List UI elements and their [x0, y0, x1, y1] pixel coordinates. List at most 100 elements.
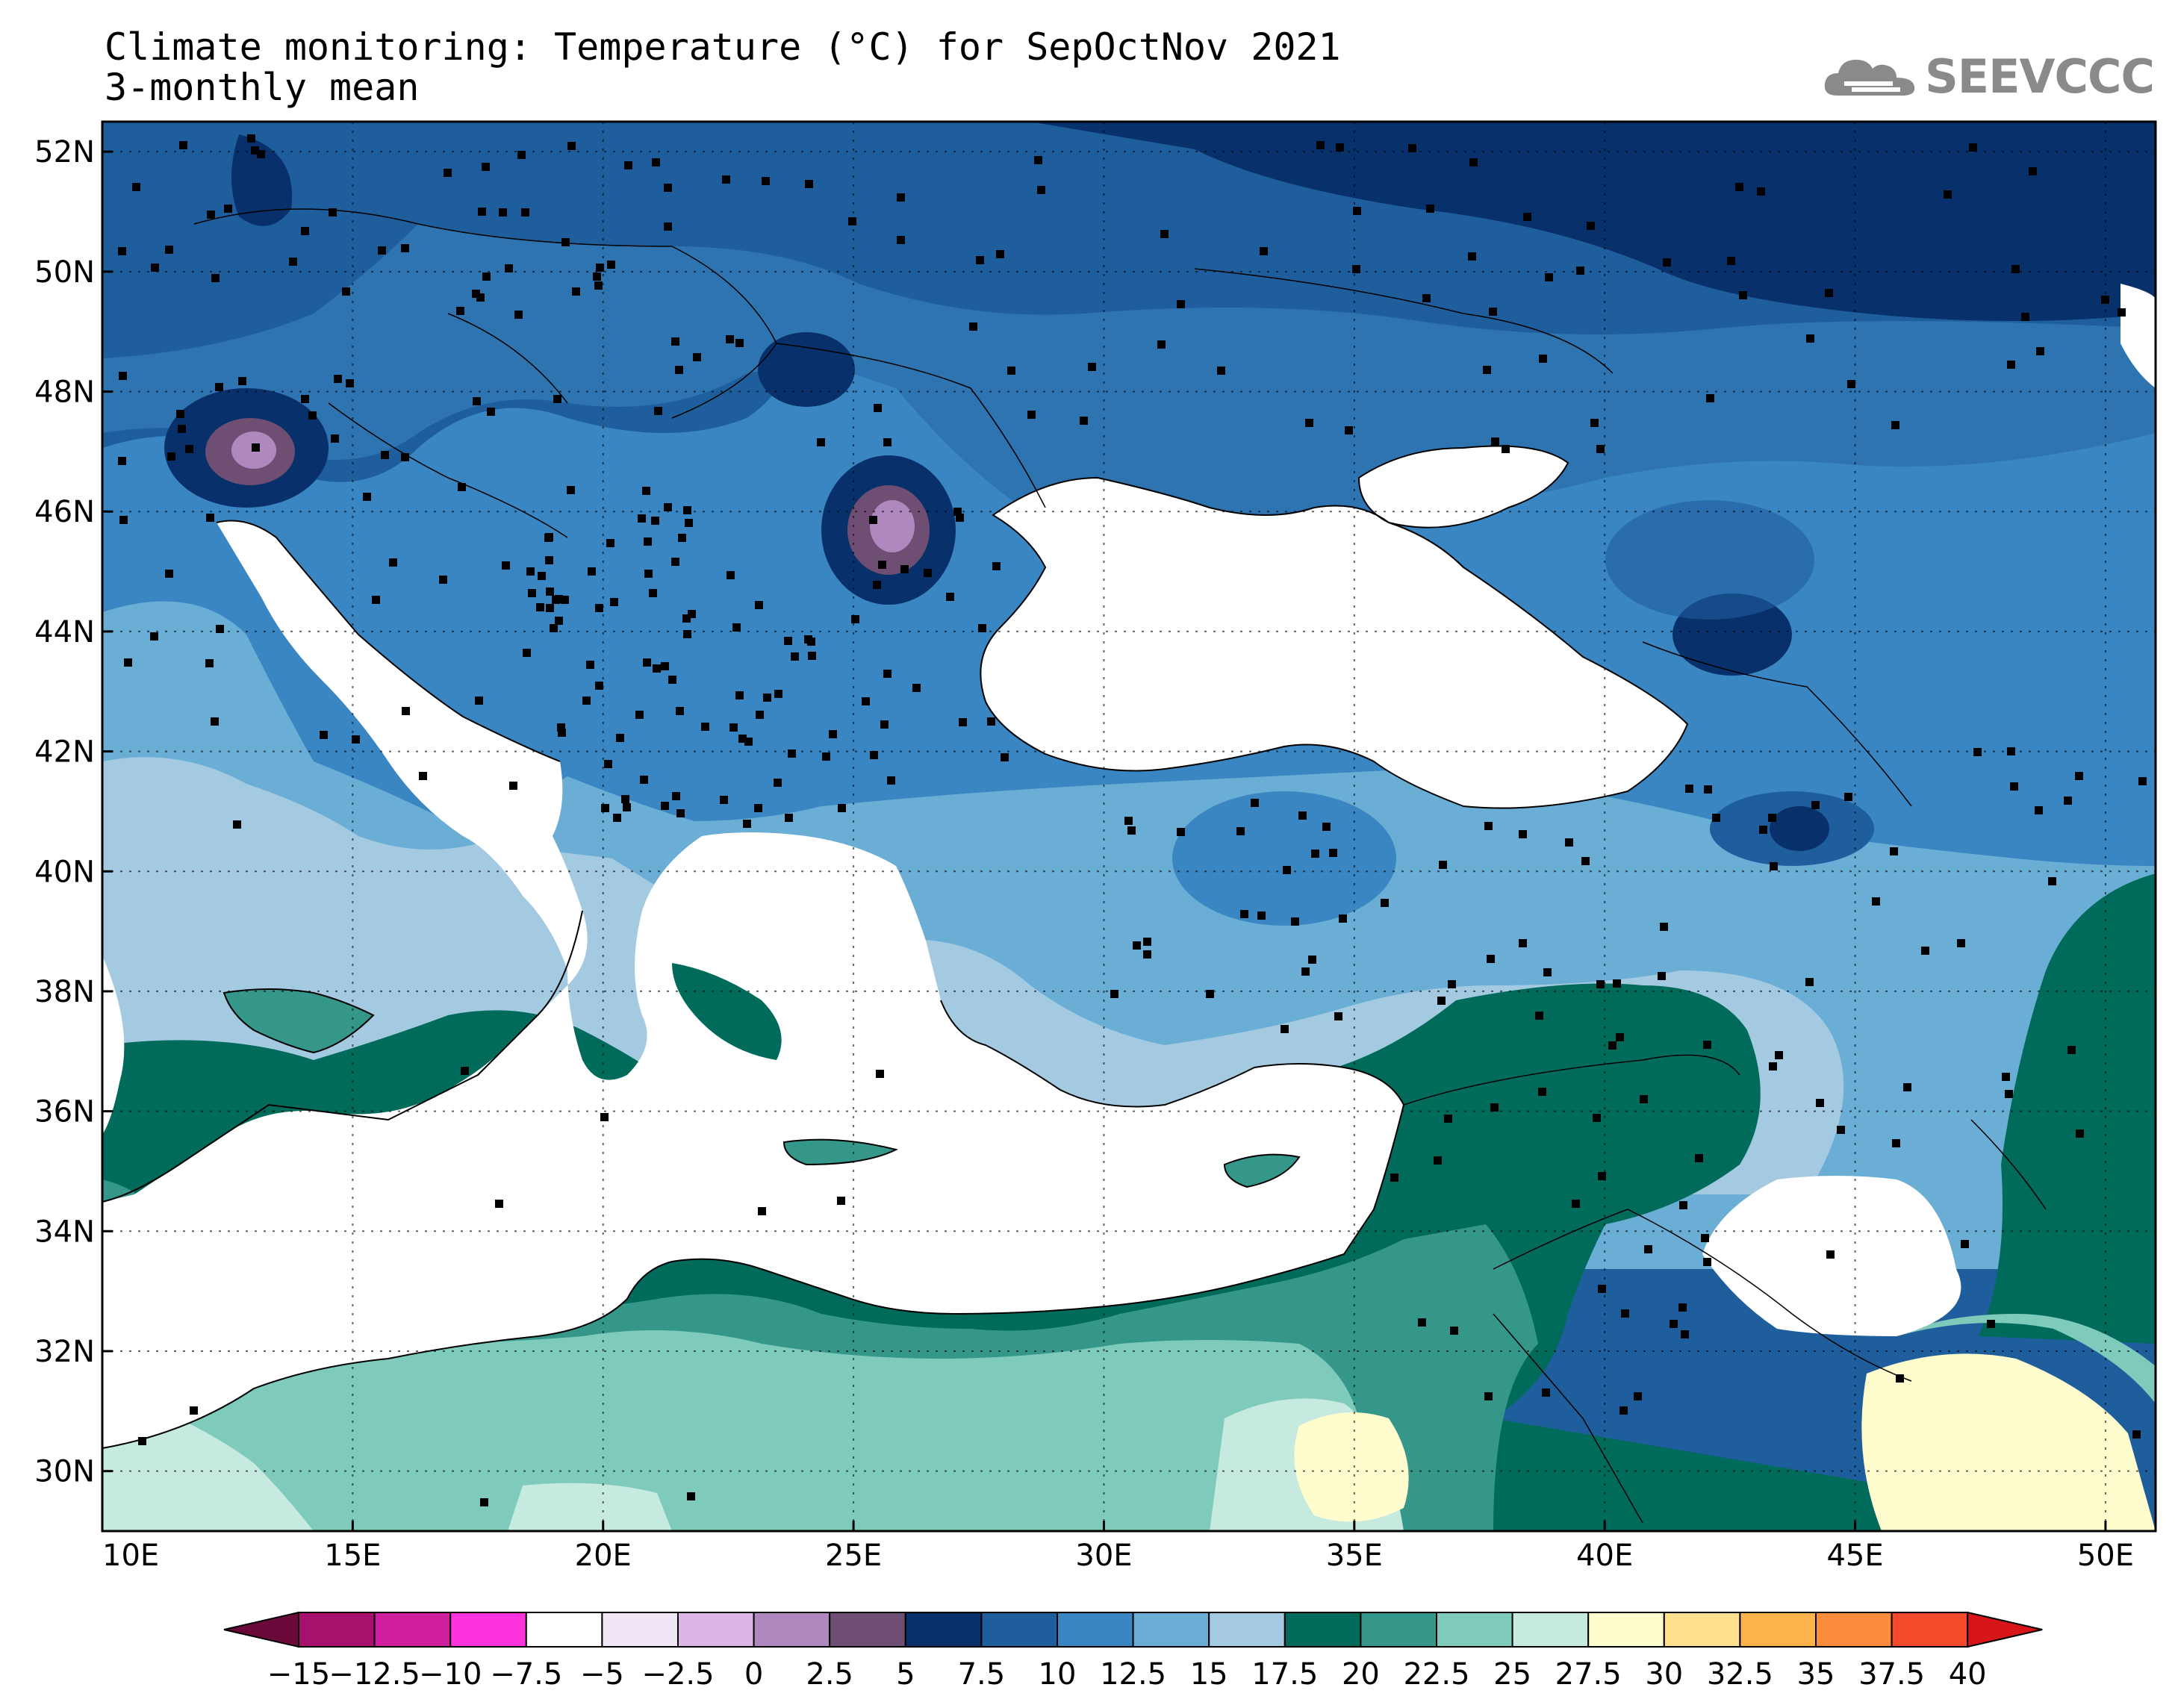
station-marker	[1739, 291, 1747, 299]
station-marker	[1535, 1012, 1543, 1020]
station-marker	[978, 624, 986, 632]
station-marker	[1581, 857, 1590, 865]
station-marker	[1542, 1388, 1550, 1397]
colorbar-label: 37.5	[1858, 1657, 1925, 1692]
station-marker	[1177, 300, 1185, 308]
station-marker	[363, 493, 371, 501]
colorbar-label: 27.5	[1555, 1657, 1622, 1692]
station-marker	[2021, 313, 2029, 321]
station-marker	[664, 222, 672, 231]
station-marker	[862, 697, 870, 705]
station-marker	[1251, 799, 1259, 807]
station-marker	[829, 730, 837, 738]
station-marker	[2002, 1073, 2010, 1081]
station-marker	[1685, 785, 1693, 793]
colorbar-label: 2.5	[806, 1657, 853, 1692]
colorbar-segment	[1057, 1612, 1134, 1648]
station-marker	[472, 290, 480, 298]
station-marker	[808, 652, 816, 660]
lat-tick-label: 30N	[34, 1455, 95, 1489]
station-marker	[572, 287, 580, 296]
station-marker	[505, 264, 513, 272]
sicily-coast	[223, 988, 375, 1054]
station-marker	[1291, 917, 1299, 926]
station-marker	[1704, 785, 1712, 794]
colorbar-label: 17.5	[1251, 1657, 1318, 1692]
station-marker	[473, 397, 481, 405]
station-marker	[1468, 252, 1476, 261]
station-marker	[1484, 1392, 1493, 1400]
station-marker	[685, 519, 693, 527]
station-marker	[352, 735, 360, 744]
station-marker	[1987, 1320, 1995, 1328]
station-marker	[567, 142, 576, 150]
station-marker	[654, 407, 662, 415]
station-marker	[874, 404, 882, 412]
station-marker	[693, 353, 701, 361]
station-marker	[1484, 822, 1493, 830]
station-marker	[1663, 258, 1671, 267]
station-marker	[224, 205, 232, 213]
station-marker	[912, 684, 921, 692]
station-marker	[1283, 866, 1291, 874]
station-marker	[678, 534, 686, 542]
station-marker	[851, 615, 859, 623]
colorbar-labels: −15−12.5−10 −7.5 −5 −2.5 0 2.5 5 7.5 10 12.5 15 17.…	[267, 1657, 1987, 1692]
station-marker	[1352, 265, 1360, 273]
colorbar-segment	[1587, 1612, 1665, 1648]
station-marker	[2067, 1046, 2076, 1054]
seevccc-logo: SEEVCCC	[1822, 49, 2155, 104]
station-marker	[720, 796, 728, 804]
station-marker	[638, 514, 646, 523]
station-marker	[207, 211, 215, 219]
colorbar-max-triangle	[1967, 1611, 2043, 1648]
station-marker	[661, 662, 669, 670]
station-marker	[596, 264, 604, 272]
station-marker	[1422, 294, 1431, 302]
station-marker	[190, 1406, 198, 1415]
station-marker	[1160, 230, 1169, 238]
libya-coast-mask	[388, 1224, 556, 1269]
colorbar-segment	[1663, 1612, 1741, 1648]
colorbar-label: 12.5	[1100, 1657, 1166, 1692]
station-marker	[1706, 394, 1714, 402]
station-marker	[1037, 186, 1045, 194]
lat-tick-label: 40N	[34, 855, 95, 889]
station-marker	[1490, 1103, 1499, 1112]
station-marker	[1519, 939, 1527, 947]
lon-tick-label: 15E	[324, 1539, 381, 1573]
peloponnese	[672, 963, 782, 1060]
station-marker	[969, 322, 977, 331]
station-marker	[329, 208, 337, 216]
colorbar-label: −2.5	[641, 1657, 714, 1692]
station-marker	[1619, 1406, 1628, 1415]
station-marker	[987, 717, 995, 726]
cool-area-anatolia	[1172, 791, 1396, 926]
colorbar-label: 5	[896, 1657, 915, 1692]
station-marker	[536, 603, 544, 611]
colorbar-segment	[373, 1612, 452, 1648]
station-marker	[1301, 967, 1310, 976]
station-marker	[1444, 1115, 1452, 1123]
turkey-south-coast	[940, 1000, 1404, 1108]
station-marker	[683, 506, 691, 514]
station-marker	[1124, 817, 1133, 825]
station-marker	[1768, 814, 1776, 822]
colorbar-segment	[298, 1612, 376, 1648]
station-marker	[1826, 1250, 1835, 1259]
station-marker	[595, 682, 603, 690]
station-marker	[546, 604, 554, 612]
station-marker	[475, 696, 483, 705]
station-marker	[600, 1113, 609, 1121]
station-marker	[555, 617, 563, 625]
station-marker	[774, 690, 782, 698]
station-marker	[1298, 811, 1307, 820]
station-marker	[623, 803, 631, 811]
station-marker	[1944, 190, 1952, 199]
station-marker	[755, 601, 763, 609]
station-marker	[822, 752, 830, 761]
station-marker	[1316, 141, 1325, 149]
station-marker	[1670, 1320, 1678, 1328]
borders	[102, 208, 2047, 1524]
station-marker	[546, 587, 554, 596]
